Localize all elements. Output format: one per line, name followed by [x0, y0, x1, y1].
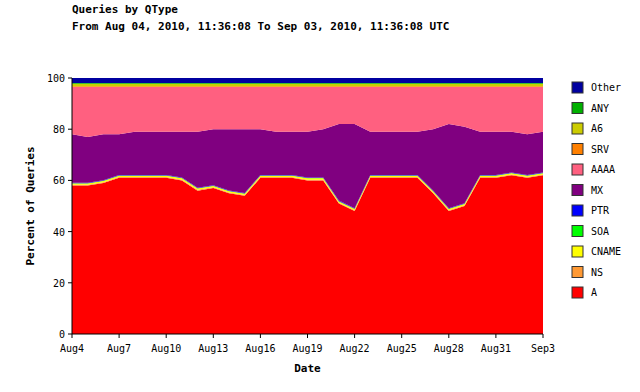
legend-swatch [572, 226, 583, 237]
legend-swatch [572, 103, 583, 114]
y-tick [68, 78, 72, 79]
title: Queries by QType [72, 3, 178, 16]
x-tick [260, 334, 261, 338]
x-tick-label: Aug13 [198, 343, 228, 354]
legend-swatch [572, 185, 583, 196]
y-tick-label: 20 [53, 278, 65, 289]
legend-label: MX [591, 185, 603, 196]
x-tick [354, 334, 355, 338]
legend-label: A [591, 287, 597, 298]
x-tick [307, 334, 308, 338]
x-tick-label: Aug16 [245, 343, 275, 354]
legend-label: A6 [591, 123, 603, 134]
legend-label: NS [591, 267, 603, 278]
legend-swatch [572, 82, 583, 93]
y-tick [68, 180, 72, 181]
y-tick [68, 282, 72, 283]
y-axis [72, 78, 73, 334]
y-tick [68, 129, 72, 130]
legend-label: CNAME [591, 246, 621, 257]
x-tick [495, 334, 496, 338]
x-tick-label: Aug10 [151, 343, 181, 354]
x-tick [213, 334, 214, 338]
legend-swatch [572, 144, 583, 155]
x-axis-label: Date [294, 362, 321, 375]
legend-label: AAAA [591, 164, 615, 175]
legend: Other ANY A6 SRV AAAA MX PTR SOA CNAME NS A [572, 82, 621, 298]
x-tick [401, 334, 402, 338]
legend-swatch [572, 287, 583, 298]
x-tick-label: Aug22 [340, 343, 370, 354]
y-axis-label: Percent of Queries [24, 146, 37, 265]
x-tick-label: Sep3 [531, 343, 555, 354]
x-tick-label: Aug25 [387, 343, 417, 354]
x-tick-label: Aug19 [292, 343, 322, 354]
chart: Queries by QType From Aug 04, 2010, 11:36… [0, 0, 640, 392]
x-tick-label: Aug31 [481, 343, 511, 354]
legend-swatch [572, 123, 583, 134]
y-tick-label: 100 [47, 73, 65, 84]
y-tick-label: 60 [53, 175, 65, 186]
x-tick [72, 334, 73, 338]
legend-swatch [572, 246, 583, 257]
x-tick-label: Aug7 [107, 343, 131, 354]
area-other [72, 78, 543, 83]
x-tick-label: Aug28 [434, 343, 464, 354]
area-aaaa [72, 87, 543, 137]
legend-label: SRV [591, 144, 609, 155]
area-a [72, 175, 543, 334]
y-tick-label: 80 [53, 124, 65, 135]
y-tick-label: 0 [59, 329, 65, 340]
x-tick [543, 334, 544, 338]
legend-label: SOA [591, 226, 609, 237]
x-tick [119, 334, 120, 338]
y-tick [68, 231, 72, 232]
x-tick [448, 334, 449, 338]
plot-area [72, 78, 543, 334]
area-a6 [72, 84, 543, 87]
legend-label: Other [591, 82, 621, 93]
subtitle: From Aug 04, 2010, 11:36:08 To Sep 03, 2… [72, 20, 450, 33]
legend-label: ANY [591, 103, 609, 114]
y-tick-label: 40 [53, 227, 65, 238]
area-mx [72, 124, 543, 208]
legend-swatch [572, 164, 583, 175]
legend-label: PTR [591, 205, 610, 216]
y-tick [68, 334, 72, 335]
legend-swatch [572, 267, 583, 278]
x-tick-label: Aug4 [60, 343, 84, 354]
x-tick [166, 334, 167, 338]
legend-swatch [572, 205, 583, 216]
